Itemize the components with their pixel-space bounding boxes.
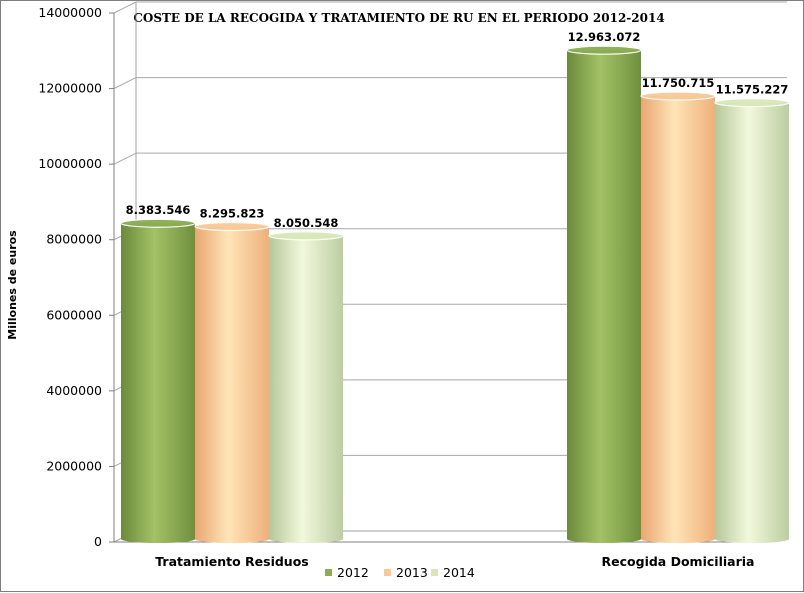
x-category-label: Recogida Domiciliaria — [602, 554, 755, 569]
legend-swatch — [431, 569, 438, 576]
y-tick-label: 12000000 — [38, 81, 102, 96]
x-category-label: Tratamiento Residuos — [155, 554, 308, 569]
legend-swatch — [325, 569, 332, 576]
data-label: 8.295.823 — [200, 207, 265, 221]
y-tick-label: 6000000 — [46, 307, 102, 322]
legend-item-2012: 2012 — [325, 565, 369, 580]
data-label: 8.050.548 — [274, 216, 339, 230]
chart-title: COSTE DE LA RECOGIDA Y TRATAMIENTO DE RU… — [133, 11, 664, 25]
y-tick-label: 0 — [94, 534, 102, 549]
y-tick-label: 8000000 — [46, 232, 102, 247]
y-tick-label: 4000000 — [46, 383, 102, 398]
bar-2012-recogida — [566, 45, 642, 544]
legend-label: 2012 — [337, 565, 369, 580]
legend-label: 2014 — [443, 565, 475, 580]
data-label: 8.383.546 — [126, 203, 191, 217]
bar-2013-recogida — [640, 91, 716, 543]
data-label: 11.575.227 — [716, 83, 789, 97]
data-label: 11.750.715 — [642, 76, 715, 90]
bar-2014-recogida — [714, 98, 790, 544]
data-label: 12.963.072 — [568, 30, 641, 44]
bar-2012-tratamiento — [120, 218, 196, 543]
bar-2013-tratamiento — [194, 221, 270, 543]
legend-item-2013: 2013 — [384, 565, 428, 580]
legend-item-2014: 2014 — [431, 565, 475, 580]
bar-2014-tratamiento — [268, 231, 344, 543]
y-axis-label: Millones de euros — [6, 230, 19, 340]
y-tick-label: 10000000 — [38, 156, 102, 171]
y-tick-label: 2000000 — [46, 458, 102, 473]
legend-swatch — [384, 569, 391, 576]
legend-label: 2013 — [396, 565, 428, 580]
y-tick-label: 14000000 — [38, 5, 102, 20]
